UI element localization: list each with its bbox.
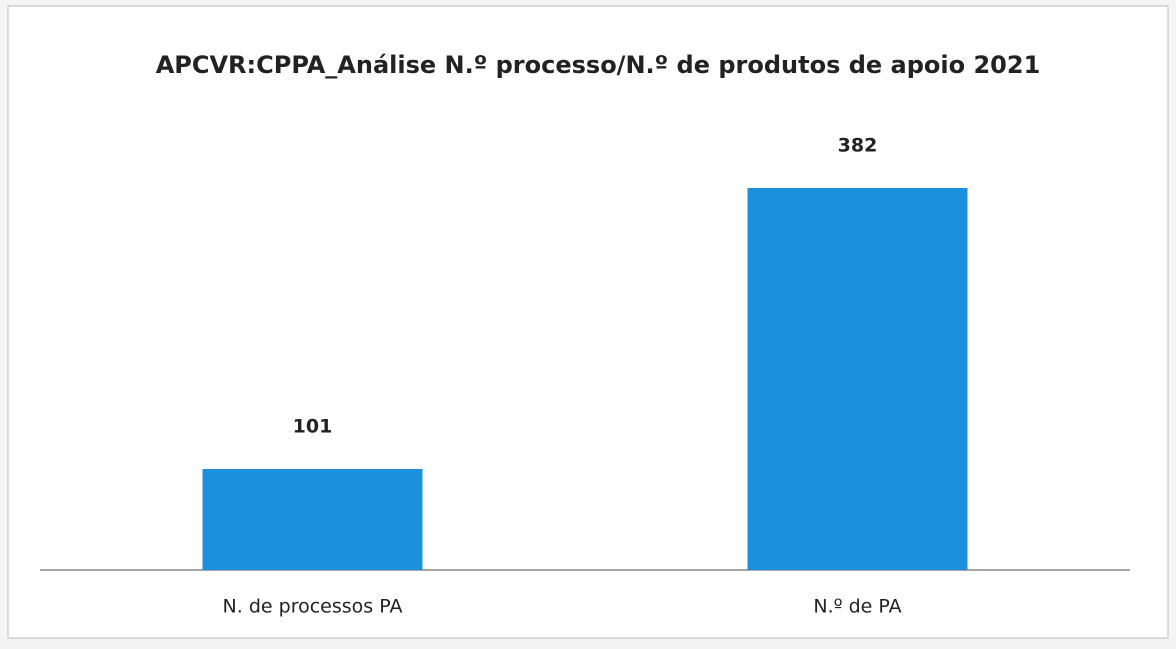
data-label: 382 bbox=[838, 135, 878, 157]
x-tick-label: N. de processos PA bbox=[223, 596, 403, 618]
bar bbox=[747, 188, 968, 570]
x-tick-label: N.º de PA bbox=[813, 596, 901, 618]
chart-title: APCVR:CPPA_Análise N.º processo/N.º de p… bbox=[156, 51, 1041, 79]
bar bbox=[202, 469, 423, 570]
data-label: 101 bbox=[293, 416, 333, 438]
chart-area bbox=[7, 5, 1169, 639]
